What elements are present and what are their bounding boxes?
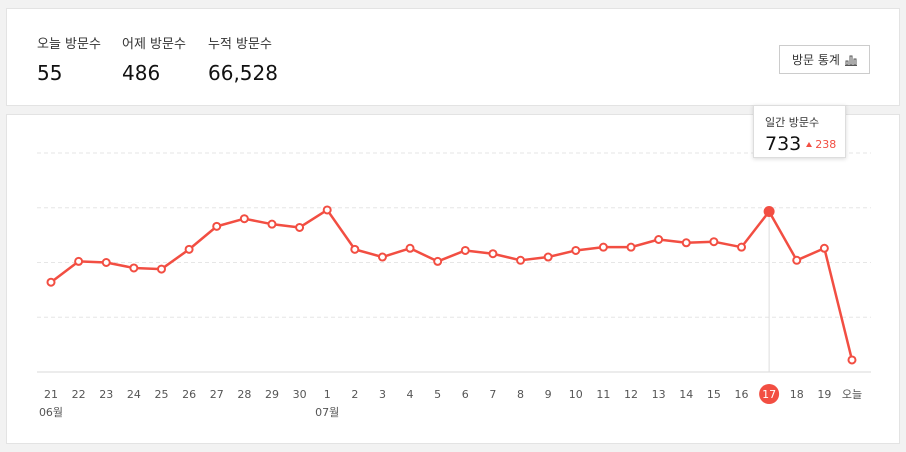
x-tick-label: 23	[99, 388, 113, 401]
data-point	[101, 258, 111, 267]
x-tick-label: 19	[817, 388, 831, 401]
tooltip-change-value: 238	[815, 137, 837, 151]
x-tick-label: 29	[265, 388, 279, 401]
x-tick-label: 25	[154, 388, 168, 401]
x-tick-label: 6	[462, 388, 469, 401]
x-tick-label: 1	[324, 388, 331, 401]
x-tick-label: 12	[624, 388, 638, 401]
x-tick-label: 28	[237, 388, 251, 401]
data-point-highlighted	[763, 205, 775, 217]
data-point	[377, 252, 387, 262]
x-tick-label: 26	[182, 388, 196, 401]
data-point	[267, 219, 277, 229]
stat-value: 55	[37, 61, 63, 85]
stat-value: 486	[122, 61, 161, 85]
highlighted-tick-bg	[759, 384, 780, 404]
data-point	[74, 256, 84, 266]
x-tick-label-highlighted: 17	[762, 388, 776, 401]
data-point	[405, 243, 415, 253]
stat-yesterday: 어제 방문수 486	[122, 33, 186, 85]
x-tick-label: 16	[735, 388, 749, 401]
data-point	[46, 277, 56, 287]
data-point	[847, 355, 857, 365]
x-tick-label: 13	[652, 388, 666, 401]
data-point	[792, 255, 802, 265]
data-point	[488, 249, 498, 259]
daily-visits-chart: 21 22 23 24 25 26 27 28 29 30 1 2 3 4 5 6 7 8 9 10 11 12 13 14 1…	[37, 152, 871, 419]
chart-card: 21 22 23 24 25 26 27 28 29 30 1 2 3 4 5 6 7 8 9 10 11 12 13 14 1…	[6, 114, 900, 444]
triangle-up-icon	[806, 141, 813, 147]
data-point	[516, 255, 526, 265]
visit-stats-button[interactable]: 방문 통계	[779, 45, 870, 74]
data-point	[543, 252, 553, 262]
x-tick-label: 18	[790, 388, 804, 401]
data-point	[681, 238, 691, 248]
tooltip-value: 733	[765, 133, 802, 155]
x-tick-label: 14	[679, 388, 693, 401]
x-tick-label: 10	[569, 388, 583, 401]
data-point	[819, 243, 829, 253]
x-tick-label: 8	[517, 388, 524, 401]
data-point	[239, 214, 249, 224]
summary-card: 오늘 방문수 55 어제 방문수 486 누적 방문수 66,528 방문 통계	[6, 8, 900, 106]
x-tick-label: 3	[379, 388, 386, 401]
data-point	[212, 221, 222, 231]
stat-today: 오늘 방문수 55	[37, 33, 101, 85]
data-point	[598, 242, 608, 252]
x-tick-label: 5	[434, 388, 441, 401]
tooltip-change: 238	[806, 138, 836, 151]
data-point	[350, 244, 360, 254]
visit-stats-label: 방문 통계	[792, 53, 840, 67]
month-label: 06월	[39, 406, 63, 419]
chart-tooltip: 일간 방문수 733 238	[753, 105, 846, 158]
x-tick-label: 4	[407, 388, 414, 401]
stat-total: 누적 방문수 66,528	[208, 33, 278, 85]
data-point	[322, 205, 332, 215]
data-point	[460, 245, 470, 255]
tooltip-title: 일간 방문수	[765, 116, 820, 129]
data-point	[295, 222, 305, 232]
data-point	[709, 237, 719, 247]
stat-label: 오늘 방문수	[37, 37, 101, 52]
x-tick-label: 9	[545, 388, 552, 401]
data-point	[626, 242, 636, 252]
data-point	[571, 245, 581, 255]
x-tick-label: 15	[707, 388, 721, 401]
stat-value: 66,528	[208, 61, 278, 85]
x-tick-label: 2	[351, 388, 358, 401]
data-point	[129, 263, 139, 273]
series-line	[50, 208, 854, 361]
x-tick-label: 11	[596, 388, 610, 401]
data-point	[156, 264, 166, 274]
data-point	[737, 242, 746, 252]
data-point	[433, 256, 443, 266]
data-point	[184, 244, 194, 254]
month-label: 07월	[315, 406, 339, 419]
stat-label: 어제 방문수	[122, 37, 186, 52]
bar-chart-icon	[844, 54, 857, 66]
data-point	[654, 235, 664, 245]
x-tick-label: 21	[44, 388, 58, 401]
x-tick-label: 오늘	[842, 388, 862, 401]
stat-label: 누적 방문수	[208, 37, 272, 52]
x-tick-label: 22	[72, 388, 86, 401]
x-tick-label: 24	[127, 388, 141, 401]
x-tick-label: 30	[293, 388, 307, 401]
x-tick-label: 27	[210, 388, 224, 401]
x-tick-label: 7	[489, 388, 496, 401]
